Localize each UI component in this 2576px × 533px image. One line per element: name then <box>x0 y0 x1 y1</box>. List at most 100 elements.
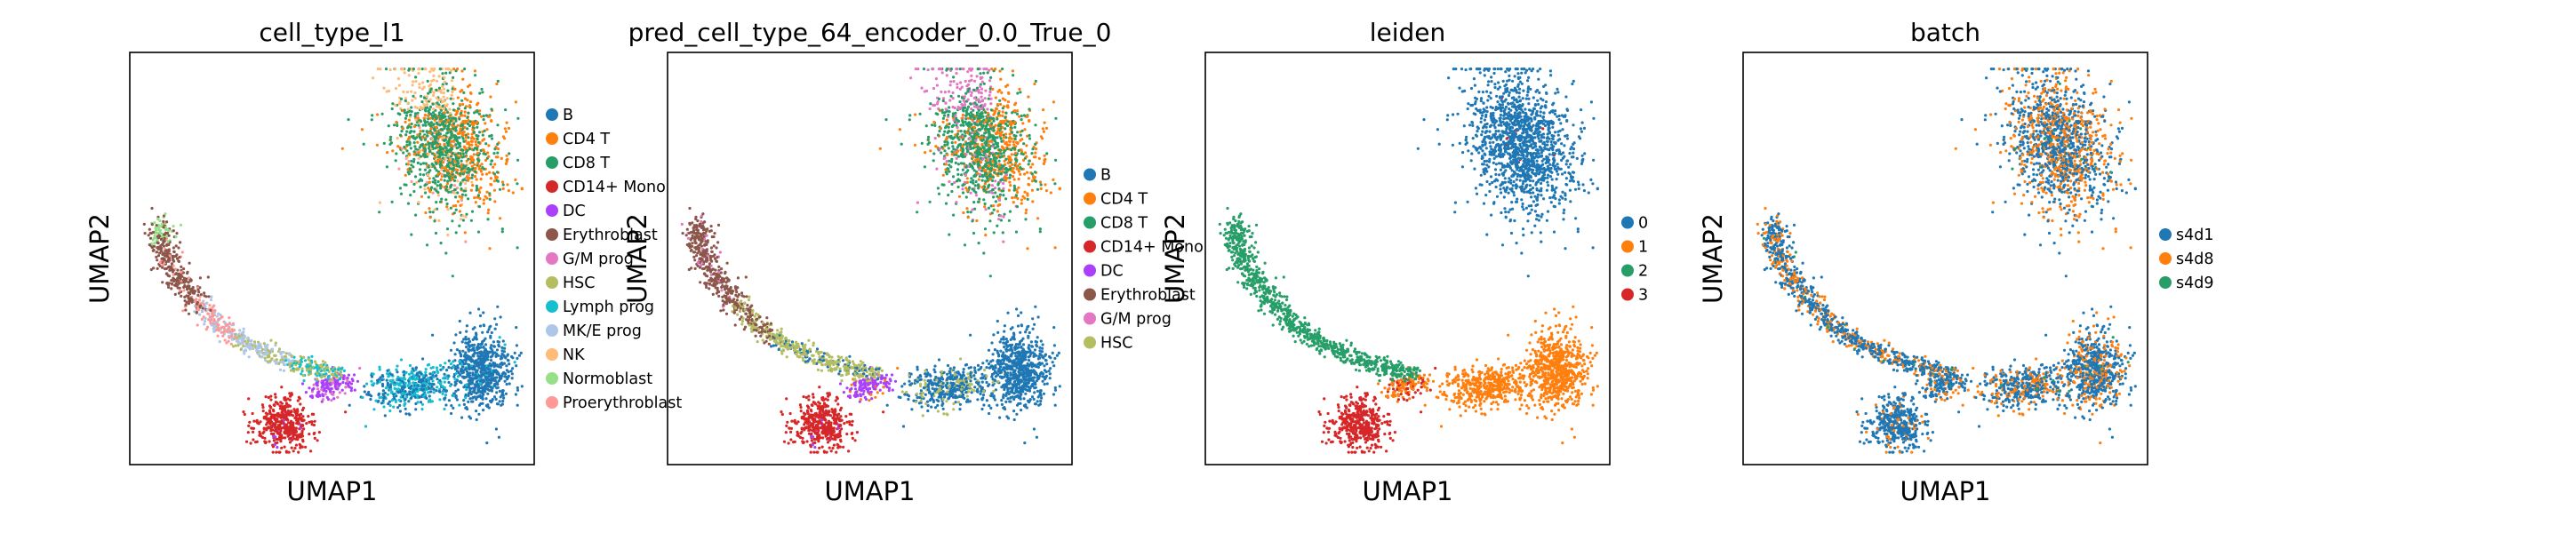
scatter-point <box>447 359 451 362</box>
scatter-point <box>1004 84 1008 88</box>
scatter-point <box>460 340 464 344</box>
scatter-point <box>962 211 965 215</box>
scatter-point <box>969 93 973 98</box>
scatter-point <box>470 155 474 159</box>
scatter-point <box>396 77 400 81</box>
scatter-point <box>312 423 316 427</box>
scatter-point <box>1022 142 1026 146</box>
scatter-point <box>1030 179 1034 183</box>
scatter-point <box>405 140 409 144</box>
scatter-point <box>202 302 206 306</box>
scatter-point <box>296 438 300 442</box>
legend-marker <box>546 300 558 313</box>
scatter-point <box>435 117 438 121</box>
scatter-point <box>490 107 493 111</box>
scatter-point <box>471 338 475 341</box>
scatter-point <box>286 418 290 422</box>
scatter-point <box>473 163 476 166</box>
scatter-point <box>407 68 411 72</box>
scatter-point <box>441 172 444 176</box>
scatter-point <box>452 341 456 345</box>
scatter-point <box>1052 100 1055 104</box>
scatter-point <box>243 412 246 417</box>
scatter-point <box>292 367 295 370</box>
scatter-point <box>403 71 406 75</box>
scatter-point <box>451 219 454 223</box>
scatter-point <box>974 105 979 108</box>
scatter-point <box>452 406 455 410</box>
scatter-point <box>263 436 267 440</box>
scatter-point <box>286 426 290 430</box>
scatter-point <box>446 111 450 115</box>
scatter-point <box>995 107 998 110</box>
scatter-point <box>412 150 416 154</box>
scatter-point <box>1011 69 1014 73</box>
scatter-point <box>455 136 460 139</box>
scatter-point <box>284 359 288 362</box>
scatter-point <box>476 162 480 165</box>
scatter-point <box>468 120 472 123</box>
scatter-point <box>383 414 387 418</box>
scatter-point <box>202 299 205 303</box>
scatter-point <box>416 140 420 144</box>
scatter-point <box>412 124 416 129</box>
scatter-point <box>476 125 479 129</box>
scatter-point <box>203 322 206 326</box>
scatter-point <box>181 309 185 313</box>
scatter-point <box>463 146 467 149</box>
scatter-point <box>303 359 308 362</box>
scatter-point <box>476 386 480 390</box>
scatter-point <box>443 372 446 376</box>
scatter-point <box>408 372 412 376</box>
scatter-point <box>484 343 488 346</box>
scatter-point <box>457 131 461 135</box>
scatter-point <box>1033 171 1037 174</box>
scatter-point <box>262 342 266 346</box>
scatter-point <box>148 236 153 240</box>
scatter-point <box>292 355 296 359</box>
scatter-point <box>470 176 474 179</box>
scatter-point <box>423 103 427 107</box>
scatter-point <box>344 410 348 414</box>
scatter-point <box>979 72 982 76</box>
scatter-point <box>423 381 427 385</box>
scatter-point <box>444 154 448 157</box>
scatter-point <box>398 187 402 190</box>
scatter-point <box>490 133 493 138</box>
scatter-point <box>273 403 276 407</box>
scatter-point <box>294 443 298 447</box>
scatter-point <box>487 155 491 158</box>
scatter-point <box>469 137 474 140</box>
scatter-point <box>499 217 502 220</box>
scatter-point <box>159 237 163 241</box>
scatter-point <box>453 175 457 179</box>
scatter-point <box>489 334 492 338</box>
scatter-point <box>392 405 396 409</box>
scatter-point <box>376 113 380 116</box>
scatter-point <box>378 368 381 371</box>
scatter-point <box>161 281 164 284</box>
scatter-point <box>172 277 176 281</box>
scatter-point <box>1042 108 1045 112</box>
scatter-point <box>473 367 476 370</box>
scatter-point <box>336 368 340 371</box>
scatter-point <box>1044 126 1049 130</box>
scatter-point <box>945 118 948 122</box>
scatter-point <box>482 118 485 122</box>
scatter-point <box>464 187 468 190</box>
scatter-point <box>236 344 240 347</box>
scatter-point <box>499 362 502 366</box>
scatter-point <box>153 221 156 225</box>
scatter-point <box>331 378 334 382</box>
scatter-point <box>497 340 501 344</box>
scatter-point <box>1028 119 1031 123</box>
scatter-point <box>445 369 449 372</box>
scatter-point <box>424 370 428 374</box>
scatter-point <box>948 233 951 236</box>
scatter-point <box>982 154 986 157</box>
scatter-point <box>166 240 170 243</box>
scatter-point <box>316 372 319 376</box>
scatter-point <box>477 366 481 370</box>
scatter-point <box>933 123 937 127</box>
scatter-point <box>212 325 216 329</box>
